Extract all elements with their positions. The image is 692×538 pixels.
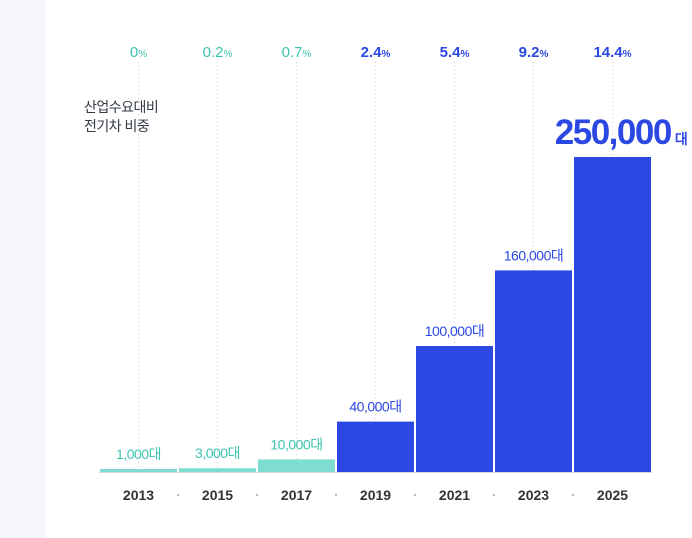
value-label-2019: 40,000대 bbox=[349, 399, 401, 415]
bar-2017 bbox=[258, 459, 335, 472]
value-label-2021: 100,000대 bbox=[425, 323, 485, 339]
share-value-2019: 2.4% bbox=[361, 44, 391, 61]
share-value-2023: 9.2% bbox=[519, 44, 549, 61]
x-separator-dot-1 bbox=[176, 493, 180, 497]
bar-2015 bbox=[179, 468, 256, 472]
x-tick-label-2023: 2023 bbox=[518, 487, 549, 503]
share-label-line-2: 전기차 비중 bbox=[84, 118, 150, 134]
value-label-2015: 3,000대 bbox=[195, 445, 240, 461]
value-label-2017: 10,000대 bbox=[270, 436, 322, 452]
bar-2013 bbox=[100, 469, 177, 472]
x-separator-dot-5 bbox=[492, 493, 496, 497]
share-value-2013: 0% bbox=[130, 44, 147, 61]
x-separator-dot-4 bbox=[413, 493, 417, 497]
share-label: 산업수요대비 전기차 비중 bbox=[84, 98, 159, 136]
x-tick-label-2019: 2019 bbox=[360, 487, 391, 503]
share-value-2015: 0.2% bbox=[203, 44, 233, 61]
x-separator-dot-6 bbox=[571, 493, 575, 497]
x-tick-label-2015: 2015 bbox=[202, 487, 233, 503]
x-separator-dot-2 bbox=[255, 493, 259, 497]
share-value-2017: 0.7% bbox=[282, 44, 312, 61]
x-tick-label-2013: 2013 bbox=[123, 487, 154, 503]
value-label-2023: 160,000대 bbox=[504, 247, 564, 263]
left-panel bbox=[0, 0, 46, 538]
value-label-2025: 250,000 대 bbox=[555, 113, 687, 152]
bar-2019 bbox=[337, 421, 414, 472]
bar-2023 bbox=[495, 270, 572, 472]
bar-2025 bbox=[574, 157, 651, 472]
share-value-2021: 5.4% bbox=[440, 44, 470, 61]
value-label-2013: 1,000대 bbox=[116, 446, 161, 462]
x-tick-label-2025: 2025 bbox=[597, 487, 628, 503]
x-tick-label-2021: 2021 bbox=[439, 487, 470, 503]
x-tick-label-2017: 2017 bbox=[281, 487, 312, 503]
x-separator-dot-3 bbox=[334, 493, 338, 497]
share-value-2025: 14.4% bbox=[593, 44, 631, 61]
share-label-line-1: 산업수요대비 bbox=[84, 99, 159, 115]
bar-2021 bbox=[416, 346, 493, 472]
